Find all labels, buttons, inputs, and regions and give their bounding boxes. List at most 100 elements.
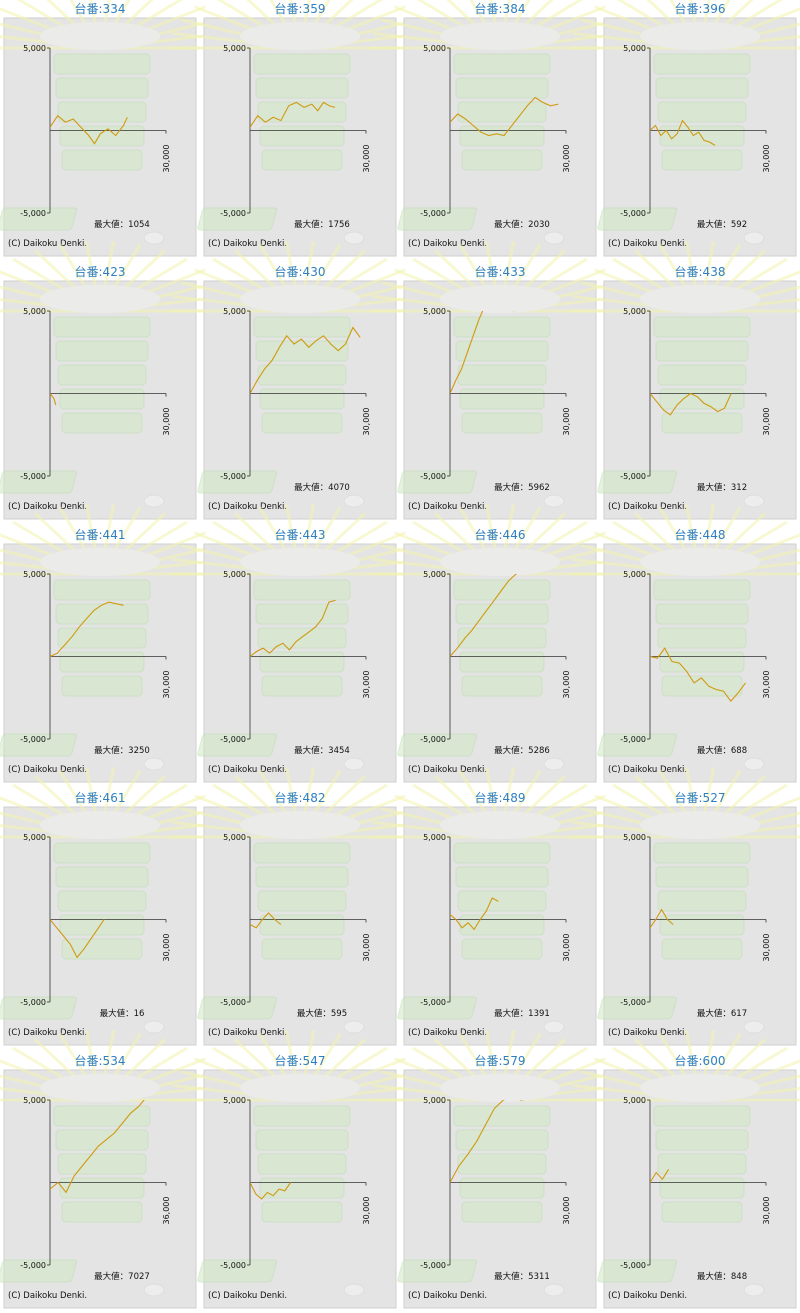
max-value-label: 最大値：2030	[494, 219, 550, 230]
tray	[659, 388, 745, 410]
max-value-label: 最大値：4070	[294, 482, 350, 493]
crowd	[40, 22, 160, 50]
chart-title: 台番:461	[75, 790, 126, 805]
tray	[61, 1201, 143, 1223]
max-value-label: 最大値：5311	[494, 1271, 550, 1282]
chart-title: 台番:438	[675, 264, 726, 279]
tray	[259, 388, 345, 410]
tray	[455, 866, 549, 888]
tray	[459, 914, 545, 936]
y-tick-label: 5,000	[423, 833, 446, 842]
chart-panel: -5,000 5,000 30,000 最大値：2030 (C) Daikoku Den…	[370, 0, 630, 257]
chart-panel: -5,000 5,000 30,000 最大値：312 (C) Daikoku Denk…	[570, 241, 800, 520]
tray	[657, 890, 747, 912]
y-tick-label: -5,000	[20, 735, 46, 744]
data-line	[50, 393, 57, 406]
y-tick-label: 5,000	[423, 44, 446, 53]
copyright: (C) Daikoku Denki.	[408, 1028, 487, 1038]
tray	[461, 675, 543, 697]
crowd	[440, 285, 560, 313]
max-value-label: 最大値：16	[100, 1008, 145, 1019]
tray	[53, 1105, 151, 1127]
tray	[53, 579, 151, 601]
y-tick-label: 5,000	[423, 307, 446, 316]
disc	[543, 231, 565, 245]
x-tick-label: 30,000	[762, 671, 771, 699]
tray	[57, 627, 147, 649]
chart-panel: -5,000 5,000 30,000 最大値：1756 (C) Daikoku Den…	[170, 0, 430, 257]
x-tick-label: 36,000	[162, 1197, 171, 1225]
tray-base	[0, 1259, 77, 1283]
tray	[657, 627, 747, 649]
chart-title: 台番:448	[675, 527, 726, 542]
max-value-label: 最大値：3250	[94, 745, 150, 756]
tray	[253, 1105, 351, 1127]
disc	[343, 494, 365, 508]
crowd	[240, 811, 360, 839]
tray	[461, 412, 543, 434]
tray	[453, 316, 551, 338]
tray-base	[397, 207, 477, 231]
chart-title: 台番:359	[275, 1, 326, 16]
crowd	[40, 285, 160, 313]
chart-title: 台番:579	[475, 1053, 526, 1068]
chart-title: 台番:547	[275, 1053, 326, 1068]
chart-panel: -5,000 5,000 30,000 最大値：3454 (C) Daikoku Den…	[170, 504, 430, 783]
tray-base	[397, 1259, 477, 1283]
data-line	[450, 311, 514, 394]
tray	[255, 603, 349, 625]
tray	[459, 651, 545, 673]
tray	[659, 914, 745, 936]
disc	[743, 231, 765, 245]
data-line	[250, 101, 336, 128]
tray	[653, 579, 751, 601]
tray	[57, 1153, 147, 1175]
crowd	[40, 1074, 160, 1102]
tray-base	[0, 733, 77, 757]
data-line	[450, 574, 518, 657]
tray-base	[597, 733, 677, 757]
y-tick-label: 5,000	[23, 307, 46, 316]
y-tick-label: -5,000	[20, 1261, 46, 1270]
tray	[55, 340, 149, 362]
y-tick-label: 5,000	[23, 570, 46, 579]
copyright: (C) Daikoku Denki.	[8, 1028, 87, 1038]
y-tick-label: -5,000	[420, 1261, 446, 1270]
data-line	[50, 601, 124, 658]
tray	[457, 1153, 547, 1175]
chart-title: 台番:534	[75, 1053, 126, 1068]
data-line	[650, 1169, 670, 1183]
tray	[655, 866, 749, 888]
tray	[55, 603, 149, 625]
copyright: (C) Daikoku Denki.	[608, 502, 687, 512]
crowd	[440, 22, 560, 50]
data-line	[650, 392, 732, 416]
disc	[343, 231, 365, 245]
chart-panel: -5,000 5,000 36,000 最大値：7027 (C) Daikoku Den…	[0, 1030, 230, 1309]
x-tick-label: 30,000	[762, 934, 771, 962]
tray	[459, 388, 545, 410]
chart-panel: -5,000 5,000 30,000 最大値：1391 (C) Daikoku Den…	[370, 767, 630, 1046]
tray	[257, 1153, 347, 1175]
chart-panel: -5,000 5,000 30,000 最大値：688 (C) Daikoku Denk…	[570, 504, 800, 783]
crowd	[640, 811, 760, 839]
y-tick-label: -5,000	[620, 209, 646, 218]
tray	[459, 1177, 545, 1199]
tray	[661, 149, 743, 171]
tray	[55, 77, 149, 99]
y-tick-label: 5,000	[223, 570, 246, 579]
copyright: (C) Daikoku Denki.	[408, 239, 487, 249]
y-tick-label: -5,000	[620, 472, 646, 481]
tray	[55, 1129, 149, 1151]
max-value-label: 最大値：5286	[494, 745, 550, 756]
crowd	[240, 22, 360, 50]
copyright: (C) Daikoku Denki.	[408, 1291, 487, 1301]
chart-panel: -5,000 5,000 30,000 最大値：5311 (C) Daikoku Den…	[370, 1030, 630, 1309]
max-value-label: 最大値：3454	[294, 745, 350, 756]
copyright: (C) Daikoku Denki.	[208, 502, 287, 512]
chart-panel: -5,000 5,000 30,000 最大値：16 (C) Daikoku Denki…	[0, 767, 230, 1046]
x-tick-label: 30,000	[562, 671, 571, 699]
tray	[657, 101, 747, 123]
chart-title: 台番:600	[675, 1053, 726, 1068]
tray	[59, 914, 145, 936]
